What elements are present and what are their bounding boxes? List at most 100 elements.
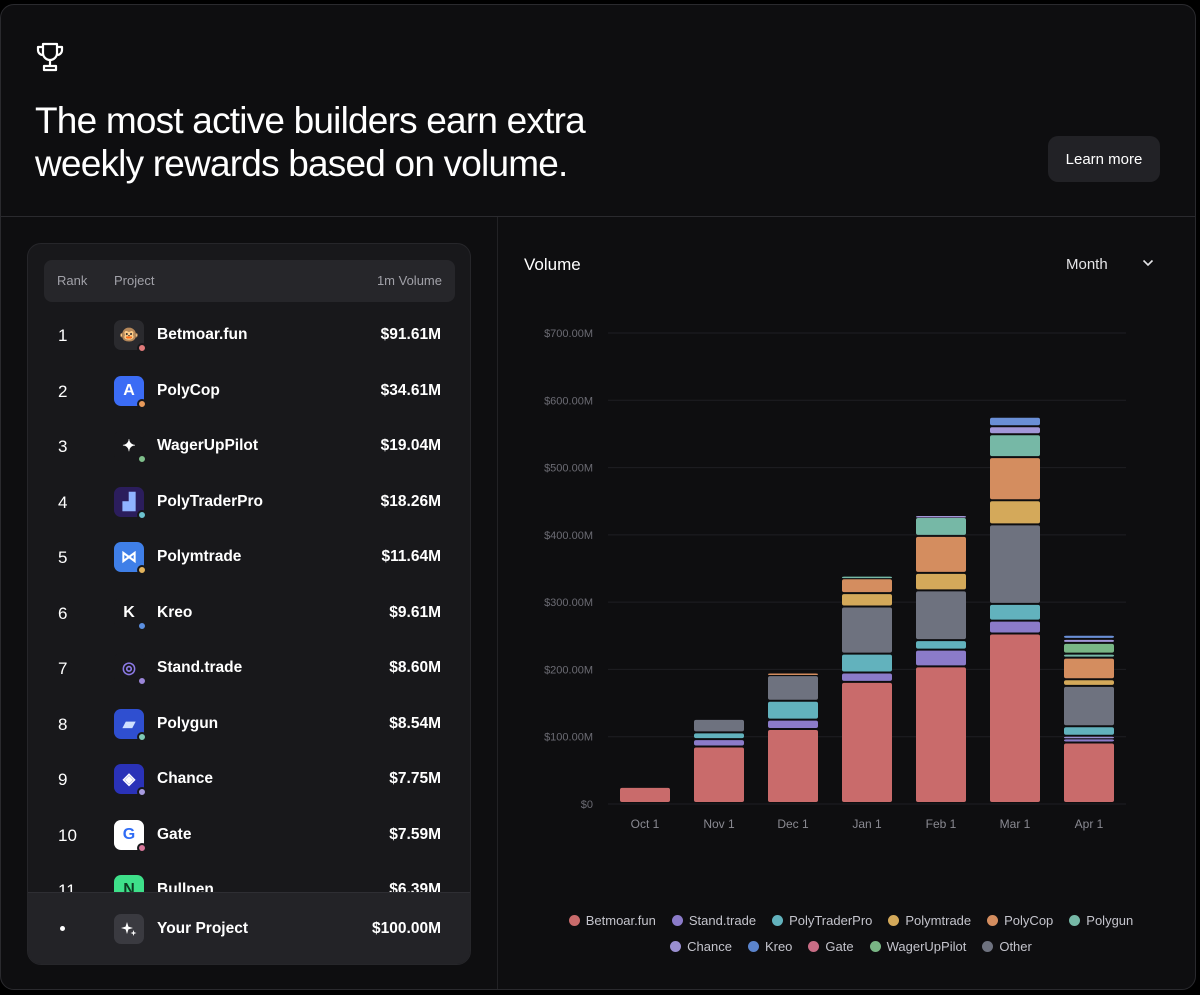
legend-item[interactable]: Polymtrade <box>888 913 971 928</box>
bar-segment[interactable] <box>990 435 1040 457</box>
row-rank: 2 <box>58 381 68 401</box>
bar-segment[interactable] <box>916 518 966 535</box>
bar-segment[interactable] <box>916 641 966 649</box>
legend-item[interactable]: Chance <box>670 939 732 954</box>
bar-segment[interactable] <box>1064 736 1114 739</box>
legend-item[interactable]: Kreo <box>747 939 792 954</box>
legend-label: Betmoar.fun <box>585 912 656 928</box>
chart-title: Volume <box>524 255 581 274</box>
row-rank: 4 <box>58 492 68 512</box>
row-volume: $9.61M <box>389 603 441 621</box>
bar-segment[interactable] <box>1064 635 1114 638</box>
bar-segment[interactable] <box>916 536 966 572</box>
legend-item[interactable]: Gate <box>808 939 854 954</box>
bar-segment[interactable] <box>990 621 1040 633</box>
legend-item[interactable]: WagerUpPilot <box>869 939 966 954</box>
bar-segment[interactable] <box>1064 639 1114 642</box>
legend-item[interactable]: PolyCop <box>987 913 1053 928</box>
bar-segment[interactable] <box>990 417 1040 426</box>
legend-swatch <box>568 914 580 926</box>
bar-segment[interactable] <box>694 719 744 732</box>
bar-segment[interactable] <box>694 740 744 746</box>
legend-item[interactable]: Betmoar.fun <box>568 912 656 928</box>
y-tick-label: $0 <box>581 799 593 811</box>
learn-more-button[interactable]: Learn more <box>1048 136 1160 182</box>
bar-segment[interactable] <box>768 720 818 728</box>
table-row[interactable]: 10 G Gate $7.59M <box>28 808 470 863</box>
row-project-name: Polygun <box>157 714 219 732</box>
status-dot <box>137 565 147 575</box>
legend-swatch <box>1069 914 1081 926</box>
table-row[interactable]: 8 ▰ Polygun $8.54M <box>28 697 470 752</box>
bar-segment[interactable] <box>1064 680 1114 685</box>
table-row[interactable]: 4 ▟ PolyTraderPro $18.26M <box>28 475 470 530</box>
your-project-volume: $100.00M <box>372 920 441 937</box>
row-rank: 1 <box>58 326 68 345</box>
bar-segment[interactable] <box>1064 686 1114 726</box>
bar-segment[interactable] <box>1064 727 1114 735</box>
bar-segment[interactable] <box>768 676 818 700</box>
legend-label: PolyCop <box>1004 912 1054 928</box>
legend-item[interactable]: PolyTraderPro <box>772 913 872 928</box>
bar-segment[interactable] <box>916 667 966 802</box>
table-row[interactable]: 9 ◈ Chance $7.75M <box>28 752 470 807</box>
bar-segment[interactable] <box>916 516 966 518</box>
status-dot <box>137 509 147 520</box>
y-tick-label: $400.00M <box>544 530 593 542</box>
bar-segment[interactable] <box>768 701 818 719</box>
bar-segment[interactable] <box>990 501 1040 524</box>
legend-item[interactable]: Other <box>982 939 1032 954</box>
bar-segment[interactable] <box>768 673 818 675</box>
legend-label: PolyTraderPro <box>789 912 873 928</box>
legend-row: Betmoar.fun Stand.trade PolyTraderPro Polym… <box>511 907 1191 933</box>
table-row[interactable]: 3 ✦ WagerUpPilot $19.04M <box>28 419 470 474</box>
bar-segment[interactable] <box>916 573 966 590</box>
bar-segment[interactable] <box>1064 654 1114 657</box>
legend-row: Chance Kreo Gate WagerUpPilot Other <box>511 933 1191 959</box>
row-rank: 10 <box>58 825 77 845</box>
legend-item[interactable]: Polygun <box>1069 913 1133 928</box>
legend-swatch <box>982 940 994 952</box>
bar-segment[interactable] <box>620 787 670 802</box>
bar-segment[interactable] <box>916 650 966 666</box>
bar-segment[interactable] <box>694 733 744 739</box>
legend-swatch <box>869 940 881 952</box>
legend-label: Polygun <box>1086 912 1134 928</box>
bar-segment[interactable] <box>990 634 1040 802</box>
bar-segment[interactable] <box>694 747 744 802</box>
row-rank: 5 <box>58 548 68 567</box>
y-tick-label: $700.00M <box>544 328 593 340</box>
bar-segment[interactable] <box>916 591 966 640</box>
status-dot <box>137 343 147 353</box>
period-select[interactable]: Month <box>1063 253 1163 277</box>
bar-segment[interactable] <box>842 607 892 653</box>
bar-segment[interactable] <box>768 729 818 802</box>
bar-segment[interactable] <box>842 594 892 606</box>
table-row[interactable]: 1 🐵 Betmoar.fun $91.61M <box>28 308 470 363</box>
bar-segment[interactable] <box>842 682 892 802</box>
bar-segment[interactable] <box>1064 739 1114 742</box>
table-row[interactable]: 7 ◎ Stand.trade $8.60M <box>28 641 470 696</box>
row-rank: 9 <box>58 770 68 789</box>
bar-segment[interactable] <box>990 525 1040 603</box>
table-row[interactable]: 6 K Kreo $9.61M <box>28 586 470 641</box>
row-volume: $34.61M <box>380 381 441 399</box>
bar-segment[interactable] <box>842 579 892 593</box>
bar-segment[interactable] <box>990 458 1040 500</box>
bar-segment[interactable] <box>990 427 1040 434</box>
bar-segment[interactable] <box>990 604 1040 620</box>
leaderboard-rows[interactable]: 1 🐵 Betmoar.fun $91.61M 2 A PolyCop $34.61M 3 ✦ Wa… <box>28 308 470 892</box>
bar-segment[interactable] <box>842 673 892 681</box>
bar-segment[interactable] <box>842 654 892 672</box>
bar-segment[interactable] <box>1064 643 1114 653</box>
legend-item[interactable]: Stand.trade <box>671 913 756 928</box>
row-project-name: Betmoar.fun <box>157 326 248 343</box>
table-row[interactable]: 5 ⋈ Polymtrade $11.64M <box>28 530 470 585</box>
x-tick-label: Feb 1 <box>926 817 957 831</box>
row-volume: $8.54M <box>389 714 441 732</box>
bar-segment[interactable] <box>1064 658 1114 679</box>
bar-segment[interactable] <box>1064 743 1114 802</box>
table-row[interactable]: 11 N Bullpen $6.39M <box>28 863 470 892</box>
bar-segment[interactable] <box>842 576 892 579</box>
table-row[interactable]: 2 A PolyCop $34.61M <box>28 364 470 419</box>
